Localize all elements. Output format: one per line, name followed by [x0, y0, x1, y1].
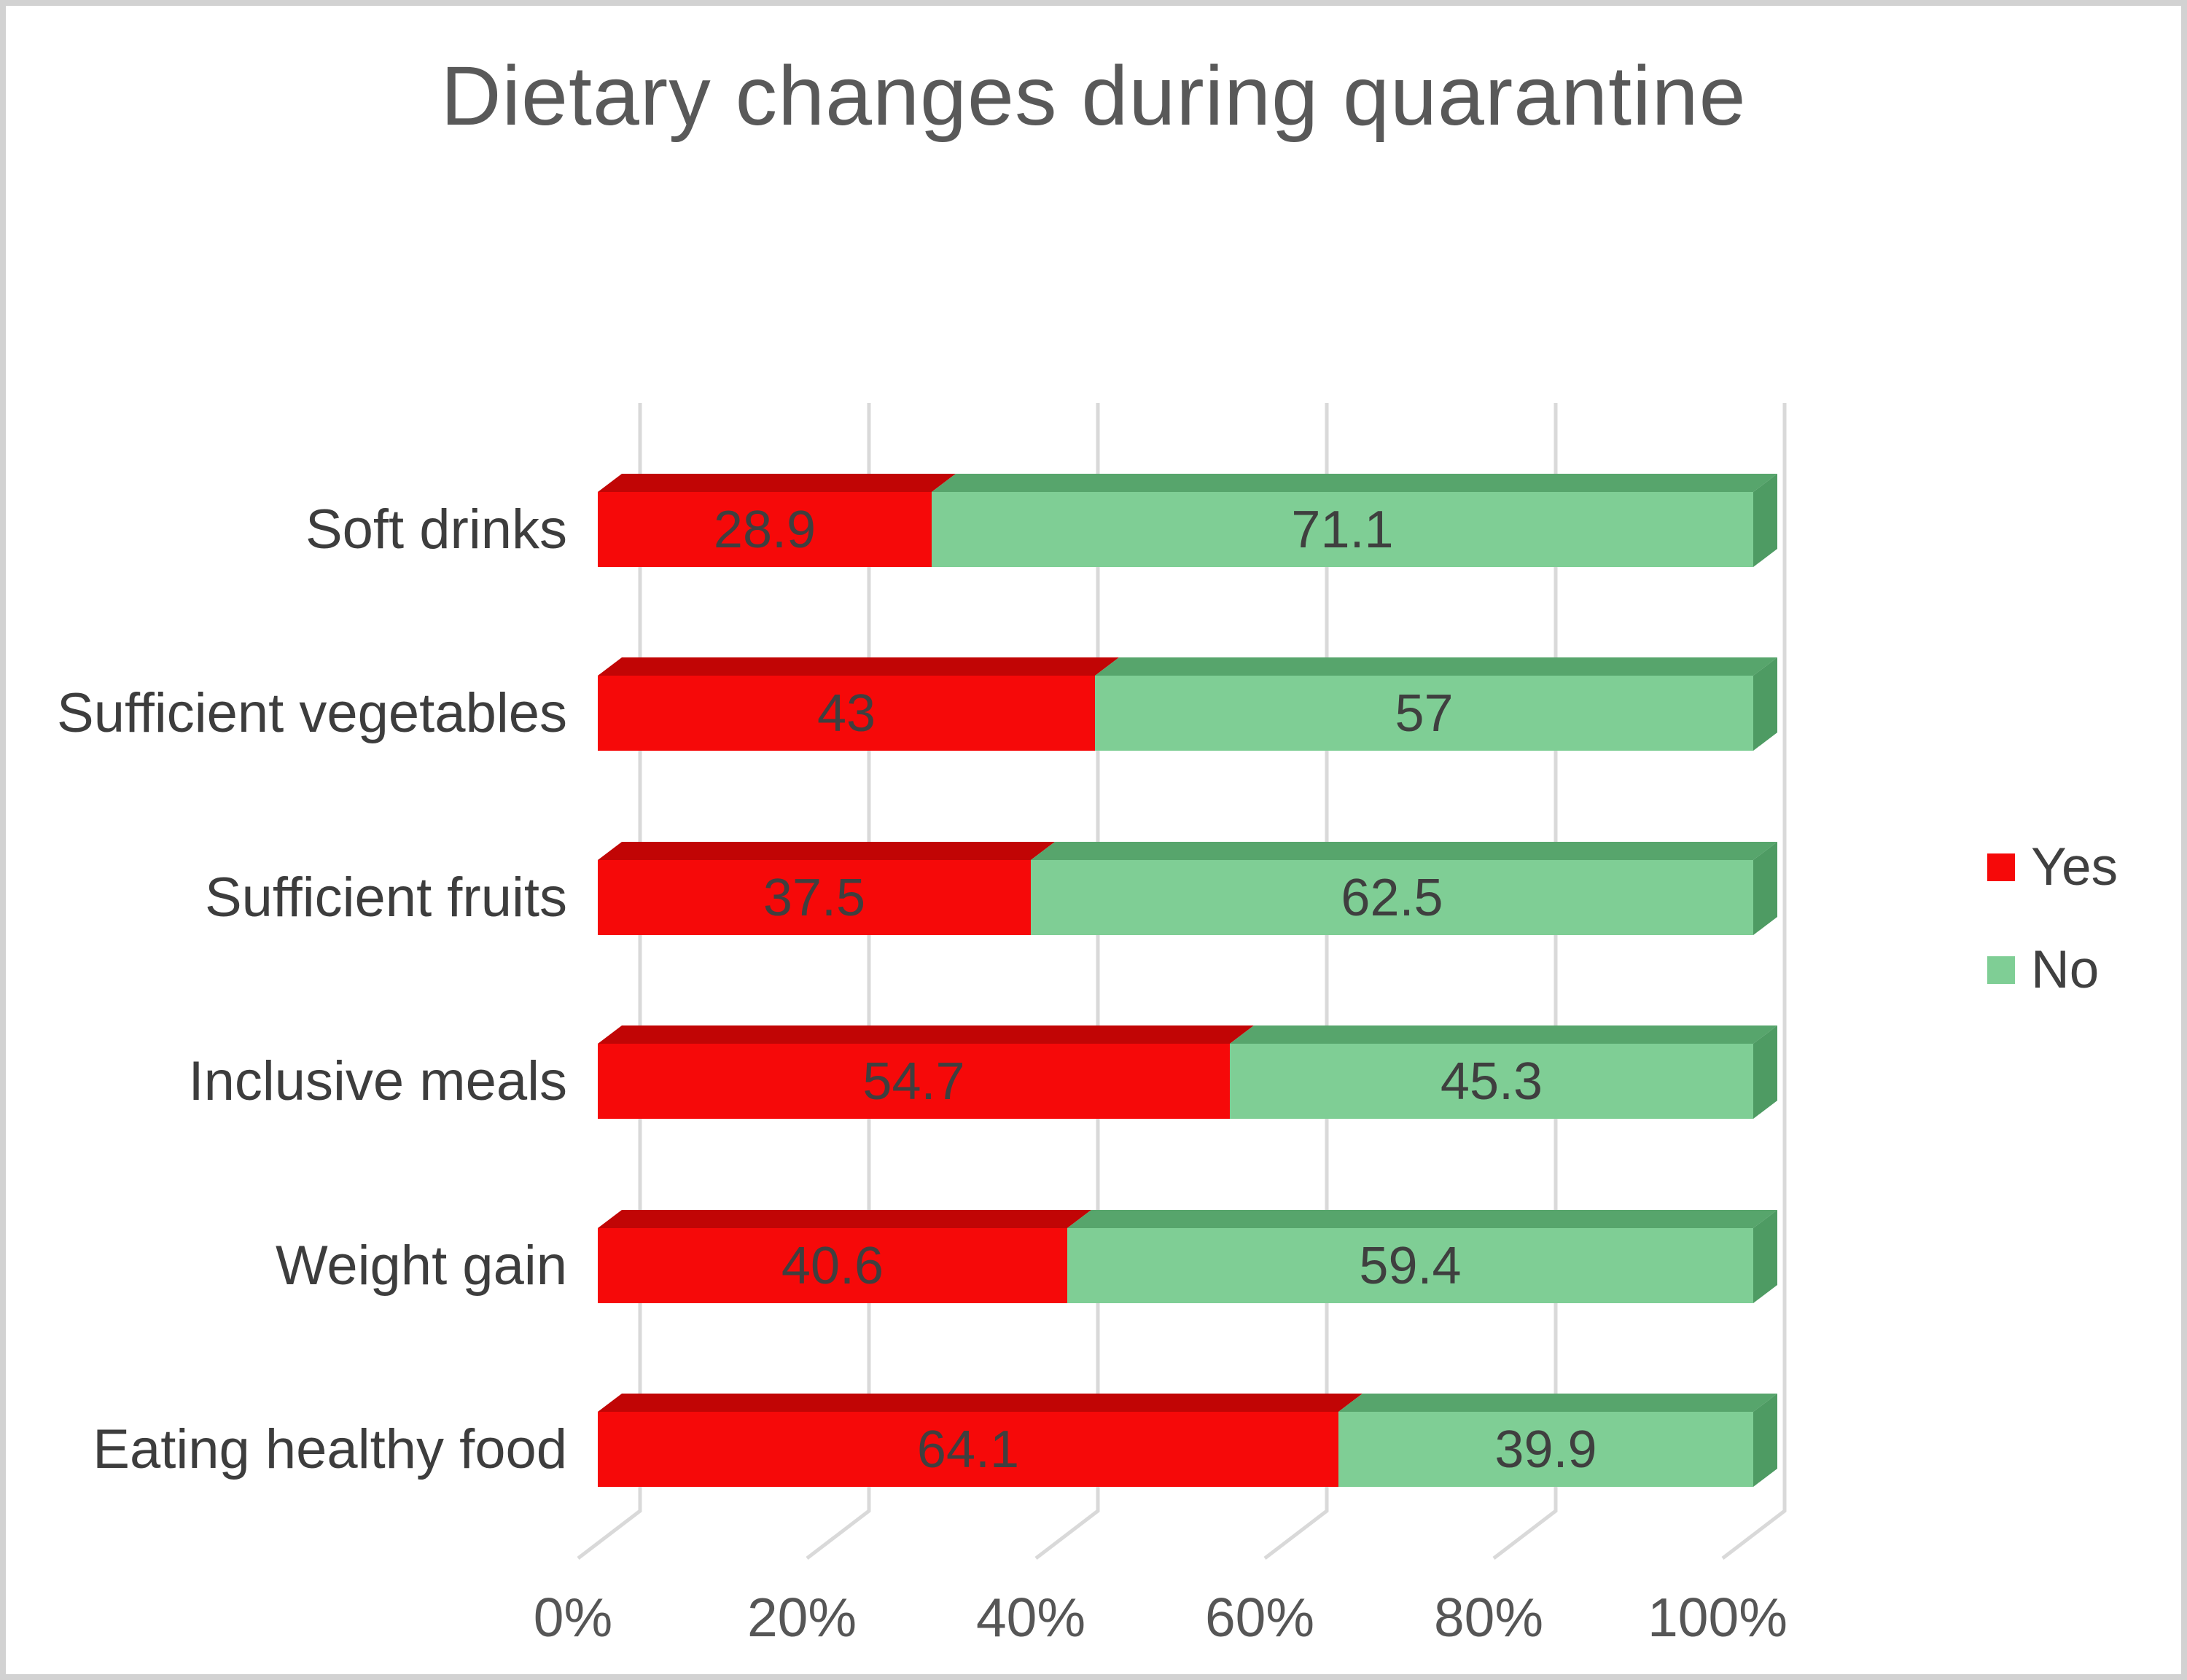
bar-value-label-no: 71.1 [1291, 500, 1394, 559]
bar-bevel-right [1753, 1210, 1777, 1303]
legend-swatch-yes [1987, 853, 2015, 881]
bar-segment-yes [598, 1044, 1230, 1119]
bar-value-label-yes: 37.5 [763, 868, 866, 927]
bar-value-label-no: 39.9 [1494, 1420, 1597, 1479]
gridline [1263, 403, 1329, 1560]
category-label: Sufficient vegetables [57, 682, 567, 744]
chart-title: Dietary changes during quarantine [440, 50, 1747, 143]
x-tick-label: 80% [1433, 1587, 1544, 1648]
bar-value-label-yes: 64.1 [916, 1420, 1020, 1479]
gridline [577, 403, 642, 1560]
bar-bevel-top-yes [598, 1394, 1363, 1412]
gridline [1721, 403, 1787, 1560]
category-label: Eating healthy food [93, 1418, 567, 1480]
bar-value-label-yes: 40.6 [781, 1236, 884, 1295]
bar-bevel-top-no [1067, 1210, 1777, 1228]
bar-segment-yes [598, 1228, 1067, 1303]
bar-segment-no [1095, 676, 1753, 751]
bar-value-label-yes: 28.9 [713, 500, 816, 559]
bar-bevel-right [1753, 657, 1777, 751]
x-tick-label: 20% [746, 1587, 857, 1648]
bar-segment-no [932, 492, 1753, 567]
bar-segment-yes [598, 676, 1095, 751]
bar-bevel-right [1753, 474, 1777, 567]
legend-item-no: No [1987, 939, 2118, 1000]
bar-segment-yes [598, 492, 932, 567]
category-label: Weight gain [276, 1235, 567, 1297]
category-label: Soft drinks [305, 499, 567, 560]
legend: Yes No [1987, 837, 2118, 1000]
bar-bevel-top-no [1338, 1394, 1777, 1412]
x-tick-label: 100% [1648, 1587, 1788, 1648]
gridline [1034, 403, 1100, 1560]
legend-item-yes: Yes [1987, 837, 2118, 897]
bar-segment-yes [598, 860, 1031, 935]
legend-swatch-no [1987, 956, 2015, 984]
bar-bevel-top-yes [598, 1025, 1254, 1044]
legend-label-yes: Yes [2031, 837, 2118, 896]
bar-segment-no [1067, 1228, 1753, 1303]
bar-bevel-top-yes [598, 474, 956, 492]
x-tick-label: 0% [533, 1587, 613, 1648]
bar-bevel-top-yes [598, 842, 1055, 860]
x-tick-label: 40% [975, 1587, 1086, 1648]
bar-bevel-right [1753, 842, 1777, 935]
category-label: Inclusive meals [188, 1050, 567, 1112]
gridline [1492, 403, 1558, 1560]
bar-value-label-no: 62.5 [1341, 868, 1443, 927]
x-tick-label: 60% [1204, 1587, 1315, 1648]
bar-bevel-right [1753, 1394, 1777, 1487]
bar-bevel-top-no [1230, 1025, 1777, 1044]
bar-segment-no [1031, 860, 1753, 935]
bar-value-label-no: 45.3 [1440, 1052, 1543, 1111]
bar-value-label-no: 59.4 [1359, 1236, 1462, 1295]
bar-bevel-top-no [1095, 657, 1777, 676]
bar-segment-no [1230, 1044, 1753, 1119]
bar-value-label-no: 57 [1395, 684, 1454, 743]
bar-bevel-top-no [1031, 842, 1777, 860]
bar-bevel-right [1753, 1025, 1777, 1119]
bar-bevel-top-yes [598, 657, 1119, 676]
bar-value-label-yes: 54.7 [862, 1052, 965, 1111]
category-label: Sufficient fruits [204, 867, 567, 929]
bar-segment-no [1338, 1412, 1753, 1487]
bar-bevel-top-yes [598, 1210, 1091, 1228]
bar-value-label-yes: 43 [816, 684, 876, 743]
plot-area: 28.9 71.1 43 57 37.5 62.5 54.7 45.3 40.6 59.4 64.1… [6, 6, 2181, 1674]
bar-bevel-top-no [932, 474, 1777, 492]
legend-label-no: No [2031, 940, 2100, 999]
gridline [806, 403, 871, 1560]
bar-segment-yes [598, 1412, 1338, 1487]
